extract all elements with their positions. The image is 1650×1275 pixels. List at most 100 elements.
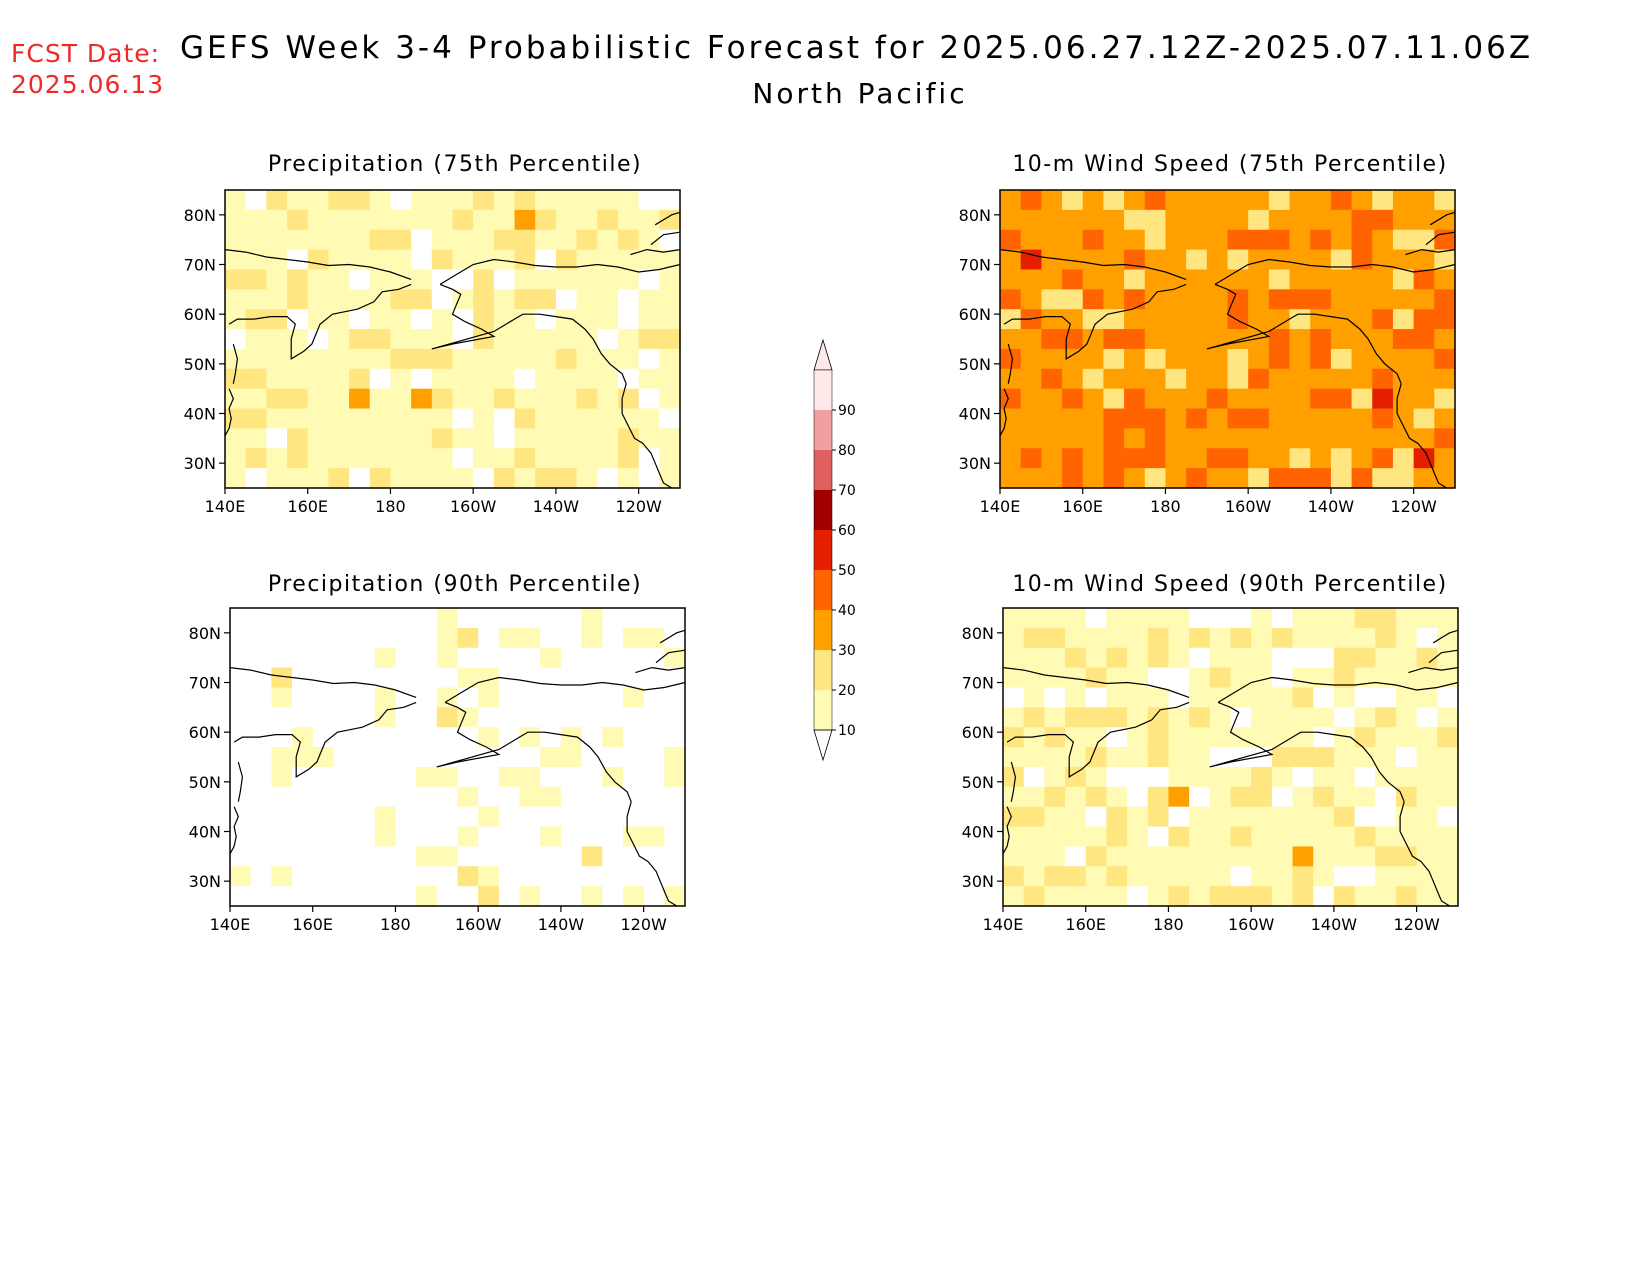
contour-cell [1106, 707, 1128, 728]
contour-cell [333, 727, 355, 748]
contour-cell [514, 209, 536, 231]
contour-cell [1330, 388, 1353, 410]
contour-cell [1023, 846, 1045, 867]
contour-cell [493, 269, 516, 290]
contour-cell [411, 289, 433, 310]
contour-cell [1041, 468, 1063, 489]
coastline [1209, 701, 1405, 802]
contour-cell [1333, 886, 1356, 907]
contour-cell [1103, 309, 1125, 330]
contour-cell [643, 766, 665, 788]
contour-cell [349, 468, 371, 489]
coastline [655, 649, 686, 664]
contour-cell [245, 428, 267, 449]
contour-cell [1416, 846, 1438, 867]
contour-cell [1147, 886, 1170, 907]
contour-cell [312, 727, 335, 748]
contour-cell [1003, 826, 1025, 847]
lon-tick-label: 160E [287, 497, 328, 516]
contour-cell [1003, 608, 1025, 629]
contour-cell [1375, 866, 1397, 887]
contour-field [230, 608, 686, 907]
contour-cell [1044, 707, 1066, 728]
contour-cell [328, 408, 350, 429]
contour-cell [555, 448, 578, 469]
contour-cell [354, 846, 376, 867]
contour-cell [602, 707, 624, 728]
contour-cell [250, 627, 272, 649]
contour-cell [1330, 289, 1353, 310]
contour-cell [225, 249, 247, 271]
contour-cell [1227, 190, 1249, 211]
colorbar-label: 90 [838, 403, 856, 419]
contour-cell [1351, 209, 1373, 231]
contour-cell [1041, 428, 1063, 449]
contour-cell [1023, 886, 1045, 907]
contour-cell [493, 309, 516, 330]
contour-cell [1062, 249, 1084, 271]
contour-cell [457, 727, 479, 748]
contour-cell [1413, 209, 1435, 231]
contour-cell [1147, 806, 1170, 828]
contour-cell [271, 647, 293, 669]
coastline [1003, 283, 1187, 360]
contour-cell [1144, 209, 1167, 231]
contour-cell [1351, 468, 1373, 489]
contour-cell [266, 468, 288, 489]
contour-cell [493, 229, 516, 251]
contour-cell [369, 368, 392, 390]
contour-cell [1044, 727, 1066, 748]
contour-cell [1330, 269, 1353, 290]
contour-cell [1354, 866, 1376, 887]
contour-cell [395, 786, 417, 808]
contour-cell [1434, 209, 1456, 231]
contour-cell [555, 468, 578, 489]
contour-cell [1189, 608, 1211, 629]
contour-cell [473, 209, 495, 231]
contour-cell [1144, 408, 1167, 429]
contour-cell [1230, 608, 1252, 629]
contour-cell [659, 209, 681, 231]
contour-cell [411, 329, 433, 350]
lat-tick-label: 30N [962, 872, 994, 891]
contour-cell [1354, 826, 1376, 847]
contour-cell [225, 408, 247, 429]
contour-cell [1248, 368, 1270, 390]
coastline [999, 388, 1009, 437]
coastline [436, 701, 632, 802]
contour-cell [1062, 368, 1084, 390]
contour-cell [643, 886, 665, 907]
contour-cell [452, 428, 474, 449]
contour-cell [431, 408, 454, 429]
contour-cell [266, 408, 288, 429]
contour-cell [1392, 229, 1415, 251]
contour-cell [1103, 269, 1125, 290]
contour-cell [1251, 826, 1273, 847]
lat-tick-label: 60N [959, 305, 991, 324]
contour-cell [1209, 826, 1232, 847]
contour-cell [597, 428, 619, 449]
contour-cell [1124, 388, 1146, 410]
contour-cell [1127, 846, 1149, 867]
contour-cell [1062, 190, 1084, 211]
contour-cell [1124, 269, 1146, 290]
contour-cell [1268, 229, 1291, 251]
contour-cell [1289, 368, 1311, 390]
contour-cell [1271, 806, 1294, 828]
contour-cell [622, 608, 645, 629]
contour-cell [287, 229, 309, 251]
contour-cell [328, 428, 350, 449]
colorbar-label: 40 [838, 603, 856, 619]
contour-cell [452, 329, 474, 350]
contour-cell [411, 229, 433, 251]
contour-cell [1289, 289, 1311, 310]
contour-cell [498, 826, 521, 847]
contour-cell [395, 707, 417, 728]
contour-cell [1271, 846, 1294, 867]
contour-cell [622, 647, 645, 669]
colorbar-bottom-arrow [813, 729, 833, 762]
contour-cell [540, 687, 562, 708]
lon-tick-label: 120W [615, 497, 662, 516]
contour-cell [1165, 289, 1187, 310]
contour-cell [1271, 667, 1294, 689]
